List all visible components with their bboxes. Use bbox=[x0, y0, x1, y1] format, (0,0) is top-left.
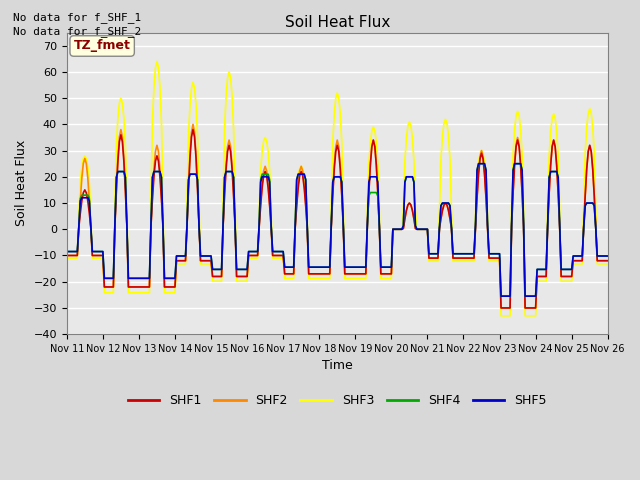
Text: No data for f_SHF_1: No data for f_SHF_1 bbox=[13, 12, 141, 23]
Legend: SHF1, SHF2, SHF3, SHF4, SHF5: SHF1, SHF2, SHF3, SHF4, SHF5 bbox=[123, 389, 552, 412]
Text: No data for f_SHF_2: No data for f_SHF_2 bbox=[13, 26, 141, 37]
Text: TZ_fmet: TZ_fmet bbox=[74, 39, 131, 52]
X-axis label: Time: Time bbox=[322, 360, 353, 372]
Y-axis label: Soil Heat Flux: Soil Heat Flux bbox=[15, 140, 28, 227]
Title: Soil Heat Flux: Soil Heat Flux bbox=[285, 15, 390, 30]
